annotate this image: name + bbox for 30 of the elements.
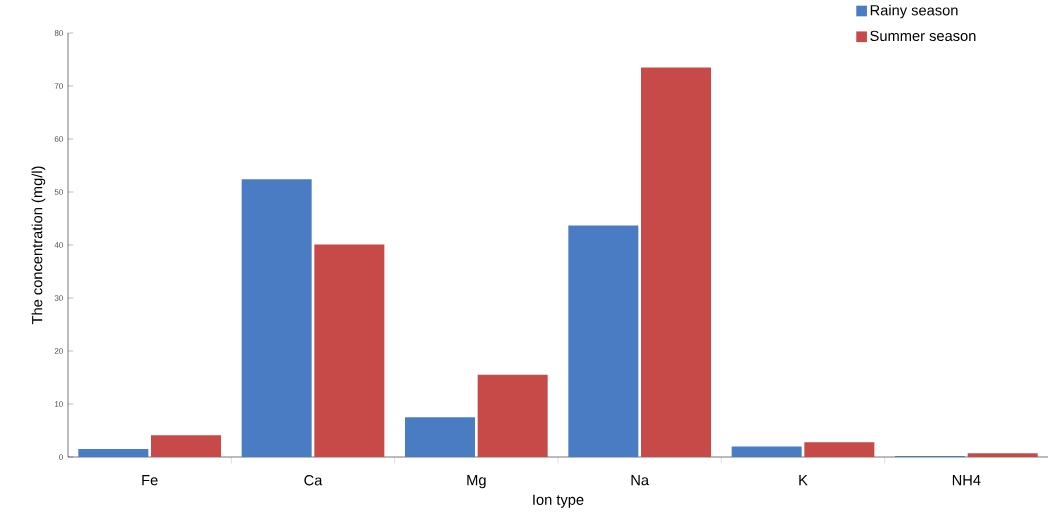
x-axis-title: Ion type (533, 494, 584, 508)
x-tick-label: Na (631, 475, 650, 486)
bar (477, 374, 548, 457)
legend-label: Summer season (870, 30, 976, 42)
bar (405, 417, 475, 457)
x-tick-label: Ca (304, 475, 323, 486)
bar (151, 435, 221, 457)
y-tick-label: 0 (59, 454, 63, 460)
y-tick-label: 50 (54, 189, 63, 195)
x-tick-label: Mg (467, 475, 486, 489)
bar (804, 442, 875, 457)
bar (241, 179, 312, 457)
y-tick-label: 30 (54, 295, 63, 301)
legend-label: Rainy season (870, 4, 958, 19)
bar (731, 446, 802, 457)
bar (568, 225, 639, 457)
y-tick-label: 10 (55, 401, 63, 407)
x-tick-label: Fe (142, 475, 158, 486)
x-tick-label: K (799, 475, 808, 486)
y-tick-label: 70 (54, 83, 63, 89)
bar (641, 67, 711, 457)
y-tick-label: 20 (54, 348, 63, 354)
y-tick-label: 40 (54, 242, 63, 248)
bar (967, 453, 1038, 457)
y-axis-title: The concentration (mg/l) (31, 166, 46, 325)
y-tick-label: 60 (54, 136, 63, 142)
bar (314, 244, 385, 457)
y-tick-label: 80 (54, 30, 63, 36)
x-tick-label: NH4 (952, 475, 981, 486)
bar (78, 449, 149, 457)
